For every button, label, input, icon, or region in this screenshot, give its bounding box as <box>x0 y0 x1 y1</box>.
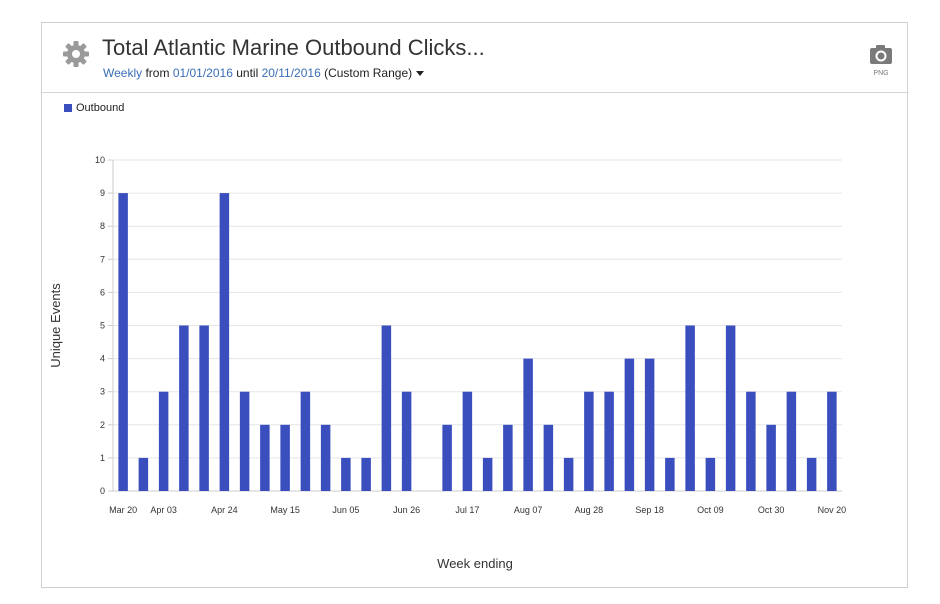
x-tick-label: Jul 17 <box>455 505 479 515</box>
bar[interactable] <box>705 457 716 491</box>
bar[interactable] <box>179 325 189 492</box>
from-label: from <box>145 66 170 80</box>
range-label[interactable]: (Custom Range) <box>324 66 413 80</box>
bar[interactable] <box>563 457 574 491</box>
bar[interactable] <box>482 457 493 491</box>
bar-chart: 0 1 2 3 4 5 6 7 8 9 10 Mar 20 Apr 03 Apr 24 May 15 Jun… <box>48 155 846 571</box>
x-tick-label: Oct 09 <box>697 505 724 515</box>
bar[interactable] <box>786 391 797 491</box>
bar[interactable] <box>644 358 655 491</box>
until-label: until <box>236 66 259 80</box>
y-tick-label: 5 <box>100 321 105 331</box>
legend-label: Outbound <box>76 102 125 114</box>
bar[interactable] <box>239 391 250 491</box>
y-tick-label: 1 <box>100 453 105 463</box>
bar-layer <box>118 193 837 492</box>
bar[interactable] <box>746 391 756 491</box>
interval-link[interactable]: Weekly <box>103 66 143 80</box>
y-axis-ticks: 0 1 2 3 4 5 6 7 8 9 10 <box>95 155 842 496</box>
bar[interactable] <box>341 457 351 491</box>
bar[interactable] <box>280 424 290 491</box>
bar[interactable] <box>442 424 452 491</box>
bar[interactable] <box>300 391 311 491</box>
bar[interactable] <box>523 358 533 491</box>
y-tick-label: 7 <box>100 254 105 264</box>
y-axis-title: Unique Events <box>48 283 63 368</box>
y-tick-label: 10 <box>95 155 105 165</box>
caret-down-icon[interactable] <box>416 71 425 77</box>
bar[interactable] <box>665 457 675 491</box>
bar[interactable] <box>584 391 594 491</box>
until-date-link[interactable]: 20/11/2016 <box>261 66 321 80</box>
bar[interactable] <box>806 457 817 491</box>
bar[interactable] <box>725 325 736 492</box>
chart-panel: Total Atlantic Marine Outbound Clicks...… <box>41 22 908 588</box>
grid-layer <box>113 159 842 459</box>
bar[interactable] <box>118 193 128 491</box>
bar[interactable] <box>401 391 412 491</box>
y-tick-label: 3 <box>100 387 105 397</box>
from-date-link[interactable]: 01/01/2016 <box>172 66 233 80</box>
bar[interactable] <box>381 325 392 492</box>
x-tick-label: Aug 07 <box>514 505 543 515</box>
y-tick-label: 4 <box>100 354 105 364</box>
bar[interactable] <box>624 358 635 491</box>
gear-icon[interactable] <box>62 40 90 68</box>
bar[interactable] <box>219 193 230 491</box>
bar[interactable] <box>604 391 614 491</box>
y-tick-label: 8 <box>100 221 105 231</box>
y-tick-label: 0 <box>100 486 105 496</box>
bar[interactable] <box>685 325 695 492</box>
png-export-button[interactable]: PNG <box>868 43 894 81</box>
camera-icon <box>870 45 892 64</box>
x-tick-label: Apr 03 <box>150 505 177 515</box>
x-tick-label: Jun 05 <box>332 505 359 515</box>
x-tick-label: Sep 18 <box>635 505 664 515</box>
x-tick-label: May 15 <box>270 505 300 515</box>
x-tick-label: Jun 26 <box>393 505 420 515</box>
x-axis-ticks: Mar 20 Apr 03 Apr 24 May 15 Jun 05 Jun 26 Jul … <box>109 505 846 515</box>
date-range-subtitle: Weekly from 01/01/2016 until 20/11/2016 … <box>103 66 425 80</box>
x-tick-label: Mar 20 <box>109 505 137 515</box>
x-axis-title: Week ending <box>437 556 513 571</box>
bar[interactable] <box>766 424 776 491</box>
legend-swatch <box>64 104 72 112</box>
bar[interactable] <box>827 391 837 491</box>
chart-title: Total Atlantic Marine Outbound Clicks... <box>102 35 485 60</box>
bar[interactable] <box>462 391 473 491</box>
y-tick-label: 2 <box>100 420 105 430</box>
x-tick-label: Oct 30 <box>758 505 785 515</box>
bar[interactable] <box>158 391 169 491</box>
x-tick-label: Nov 20 <box>818 505 847 515</box>
bar[interactable] <box>361 457 371 491</box>
bar[interactable] <box>138 457 149 491</box>
png-label: PNG <box>873 70 889 77</box>
bar[interactable] <box>543 424 554 491</box>
bar[interactable] <box>199 325 209 492</box>
x-tick-label: Aug 28 <box>575 505 604 515</box>
x-tick-label: Apr 24 <box>211 505 238 515</box>
bar[interactable] <box>503 424 513 491</box>
chart-header: Total Atlantic Marine Outbound Clicks...… <box>42 23 907 93</box>
bar[interactable] <box>260 424 270 491</box>
legend-item-outbound[interactable]: Outbound <box>64 102 124 114</box>
y-tick-label: 9 <box>100 188 105 198</box>
y-tick-label: 6 <box>100 287 105 297</box>
bar[interactable] <box>320 424 331 491</box>
